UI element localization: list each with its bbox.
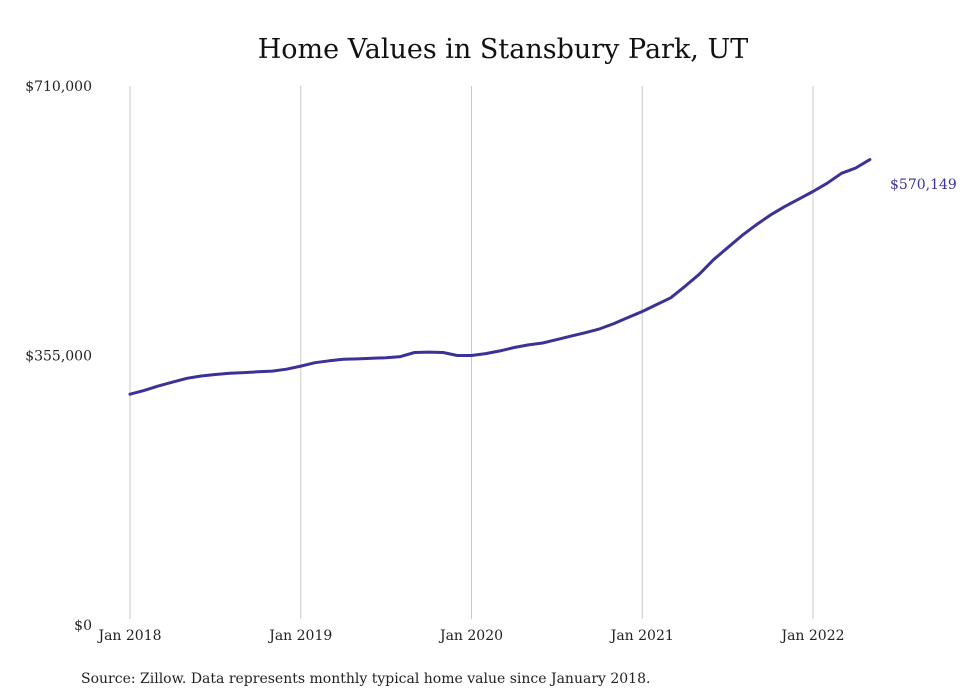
y-axis-ticks: $0 $355,000 $710,000 [25, 79, 92, 634]
chart-title: Home Values in Stansbury Park, UT [258, 34, 748, 65]
y-tick-label: $0 [74, 618, 92, 634]
x-axis-ticks: Jan 2018 Jan 2019 Jan 2020 Jan 2021 Jan 2022 [96, 628, 844, 644]
series-line [128, 158, 872, 396]
end-value-label: $570,149 [890, 177, 957, 193]
y-tick-label: $355,000 [25, 349, 92, 365]
x-tick-label: Jan 2018 [96, 628, 161, 644]
x-tick-label: Jan 2020 [438, 628, 503, 644]
series-layer [128, 158, 872, 396]
x-tick-label: Jan 2022 [779, 628, 844, 644]
x-tick-label: Jan 2021 [609, 628, 674, 644]
gridlines [129, 86, 814, 619]
x-tick-label: Jan 2019 [267, 628, 332, 644]
y-tick-label: $710,000 [25, 79, 92, 95]
source-note: Source: Zillow. Data represents monthly … [81, 671, 650, 687]
